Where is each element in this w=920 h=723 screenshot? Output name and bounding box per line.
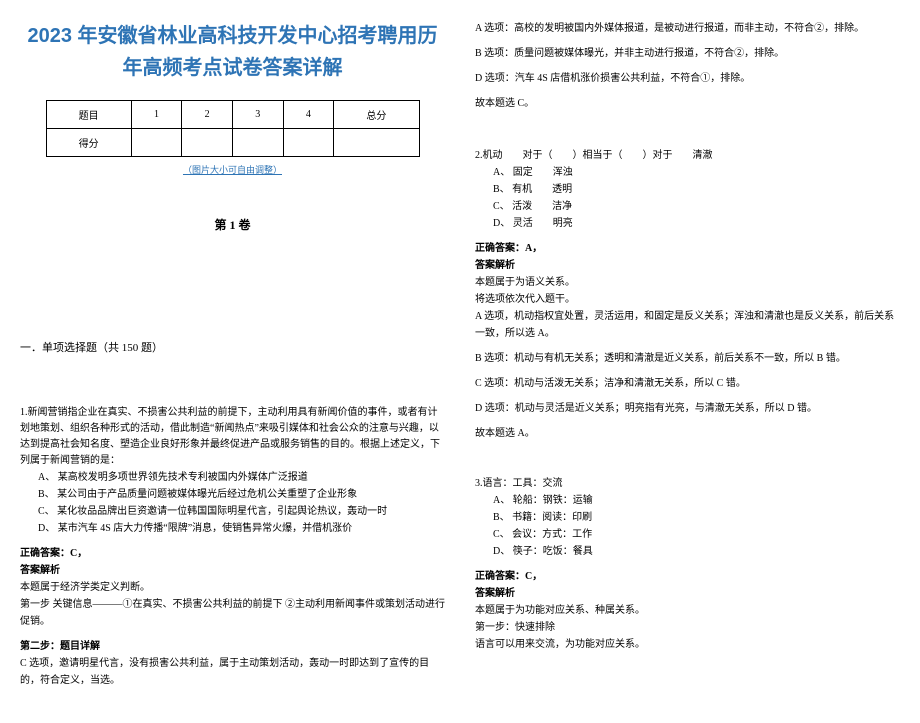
q2-line: 本题属于为语义关系。 <box>475 274 900 291</box>
q1-explain: 正确答案：C， 答案解析 本题属于经济学类定义判断。 第一步 关键信息———①在… <box>20 545 445 689</box>
q1-answer: 正确答案：C， <box>20 545 445 562</box>
question-2: 2.机动 对于（ ）相当于（ ）对于 清澈 A、 固定 浑浊 B、 有机 透明 … <box>475 148 900 442</box>
q1-cont: A 选项：高校的发明被国内外媒体报道，是被动进行报道，而非主动，不符合②，排除。… <box>475 20 900 112</box>
spacer <box>475 367 900 375</box>
th-label: 题目 <box>46 101 131 129</box>
td-empty <box>283 129 334 157</box>
spacer <box>20 283 445 319</box>
q2-line: C 选项：机动与活泼无关系；洁净和清澈无关系，所以 C 错。 <box>475 375 900 392</box>
q2-line: B 选项：机动与有机无关系；透明和清澈是近义关系，前后关系不一致，所以 B 错。 <box>475 350 900 367</box>
q3-opt-c: C、 会议：方式：工作 <box>493 526 900 543</box>
question-3: 3.语言：工具：交流 A、 轮船：钢铁：运输 B、 书籍：阅读：印刷 C、 会议… <box>475 476 900 653</box>
q2-options: A、 固定 浑浊 B、 有机 透明 C、 活泼 洁净 D、 灵活 明亮 <box>493 164 900 232</box>
th-1: 1 <box>131 101 182 129</box>
td-label: 得分 <box>46 129 131 157</box>
q3-line: 本题属于为功能对应关系、种属关系。 <box>475 602 900 619</box>
th-4: 4 <box>283 101 334 129</box>
spacer <box>475 37 900 45</box>
q1-line: 本题属于经济学类定义判断。 <box>20 579 445 596</box>
th-2: 2 <box>182 101 233 129</box>
q2-opt-c: C、 活泼 洁净 <box>493 198 900 215</box>
q2-analysis-label: 答案解析 <box>475 257 900 274</box>
td-empty <box>182 129 233 157</box>
q1-options: A、 某高校发明多项世界领先技术专利被国内外媒体广泛报道 B、 某公司由于产品质… <box>38 469 445 537</box>
spacer <box>475 232 900 240</box>
doc-title: 2023 年安徽省林业高科技开发中心招考聘用历 年高频考点试卷答案详解 <box>20 20 445 84</box>
q2-text: 2.机动 对于（ ）相当于（ ）对于 清澈 <box>475 148 900 164</box>
section-1-heading: 第 1 卷 <box>20 216 445 233</box>
spacer <box>475 112 900 148</box>
q1-opt-d: D、 某市汽车 4S 店大力传播“限牌”消息，使销售异常火爆，并借机涨价 <box>38 520 445 537</box>
q3-text: 3.语言：工具：交流 <box>475 476 900 492</box>
q1-cont-line: A 选项：高校的发明被国内外媒体报道，是被动进行报道，而非主动，不符合②，排除。 <box>475 20 900 37</box>
q1-cont-line: B 选项：质量问题被媒体曝光，并非主动进行报道，不符合②，排除。 <box>475 45 900 62</box>
td-empty <box>334 129 419 157</box>
q1-line: 第二步：题目详解 <box>20 638 445 655</box>
spacer <box>475 87 900 95</box>
q3-opt-a: A、 轮船：钢铁：运输 <box>493 492 900 509</box>
spacer <box>20 537 445 545</box>
q2-line: A 选项，机动指权宜处置，灵活运用，和固定是反义关系；浑浊和清澈也是反义关系，前… <box>475 308 900 342</box>
page-container: 2023 年安徽省林业高科技开发中心招考聘用历 年高频考点试卷答案详解 题目 1… <box>20 20 900 703</box>
q2-answer: 正确答案：A， <box>475 240 900 257</box>
th-3: 3 <box>232 101 283 129</box>
title-line-1: 2023 年安徽省林业高科技开发中心招考聘用历 <box>20 20 445 52</box>
q1-line: C 选项，邀请明星代言，没有损害公共利益，属于主动策划活动，轰动一时即达到了宣传… <box>20 655 445 689</box>
q1-cont-line: D 选项：汽车 4S 店借机涨价损害公共利益，不符合①，排除。 <box>475 70 900 87</box>
spacer <box>475 560 900 568</box>
q2-line: D 选项：机动与灵活是近义关系；明亮指有光亮，与清澈无关系，所以 D 错。 <box>475 400 900 417</box>
q2-explain: 正确答案：A， 答案解析 本题属于为语义关系。 将选项依次代入题干。 A 选项，… <box>475 240 900 442</box>
score-table: 题目 1 2 3 4 总分 得分 <box>46 100 420 157</box>
title-line-2: 年高频考点试卷答案详解 <box>20 52 445 84</box>
table-row: 题目 1 2 3 4 总分 <box>46 101 419 129</box>
q1-opt-a: A、 某高校发明多项世界领先技术专利被国内外媒体广泛报道 <box>38 469 445 486</box>
q2-line: 将选项依次代入题干。 <box>475 291 900 308</box>
q2-opt-d: D、 灵活 明亮 <box>493 215 900 232</box>
spacer <box>20 630 445 638</box>
spacer <box>475 392 900 400</box>
td-empty <box>131 129 182 157</box>
q2-opt-b: B、 有机 透明 <box>493 181 900 198</box>
spacer <box>475 417 900 425</box>
q3-options: A、 轮船：钢铁：运输 B、 书籍：阅读：印刷 C、 会议：方式：工作 D、 筷… <box>493 492 900 560</box>
q3-line: 语言可以用来交流，为功能对应关系。 <box>475 636 900 653</box>
q3-analysis-label: 答案解析 <box>475 585 900 602</box>
q3-line: 第一步：快速排除 <box>475 619 900 636</box>
q3-explain: 正确答案：C， 答案解析 本题属于为功能对应关系、种属关系。 第一步：快速排除 … <box>475 568 900 653</box>
q3-opt-b: B、 书籍：阅读：印刷 <box>493 509 900 526</box>
q1-opt-b: B、 某公司由于产品质量问题被媒体曝光后经过危机公关重塑了企业形象 <box>38 486 445 503</box>
spacer <box>475 342 900 350</box>
spacer <box>20 385 445 405</box>
q3-opt-d: D、 筷子：吃饭：餐具 <box>493 543 900 560</box>
q1-analysis-label: 答案解析 <box>20 562 445 579</box>
q1-line: 第一步 关键信息———①在真实、不损害公共利益的前提下 ②主动利用新闻事件或策划… <box>20 596 445 630</box>
left-column: 2023 年安徽省林业高科技开发中心招考聘用历 年高频考点试卷答案详解 题目 1… <box>20 20 445 703</box>
th-total: 总分 <box>334 101 419 129</box>
part-a-heading: 一．单项选择题（共 150 题） <box>20 339 445 355</box>
question-1: 1.新闻营销指企业在真实、不损害公共利益的前提下，主动利用具有新闻价值的事件，或… <box>20 405 445 689</box>
q2-line: 故本题选 A。 <box>475 425 900 442</box>
q1-opt-c: C、 某化妆品品牌出巨资邀请一位韩国国际明星代言，引起舆论热议，轰动一时 <box>38 503 445 520</box>
td-empty <box>232 129 283 157</box>
q2-opt-a: A、 固定 浑浊 <box>493 164 900 181</box>
q1-cont-line: 故本题选 C。 <box>475 95 900 112</box>
q3-answer: 正确答案：C， <box>475 568 900 585</box>
table-row: 得分 <box>46 129 419 157</box>
right-column: A 选项：高校的发明被国内外媒体报道，是被动进行报道，而非主动，不符合②，排除。… <box>475 20 900 703</box>
q1-text: 1.新闻营销指企业在真实、不损害公共利益的前提下，主动利用具有新闻价值的事件，或… <box>20 405 445 469</box>
spacer <box>475 456 900 476</box>
spacer <box>475 62 900 70</box>
resize-note: （图片大小可自由调整） <box>20 163 445 176</box>
